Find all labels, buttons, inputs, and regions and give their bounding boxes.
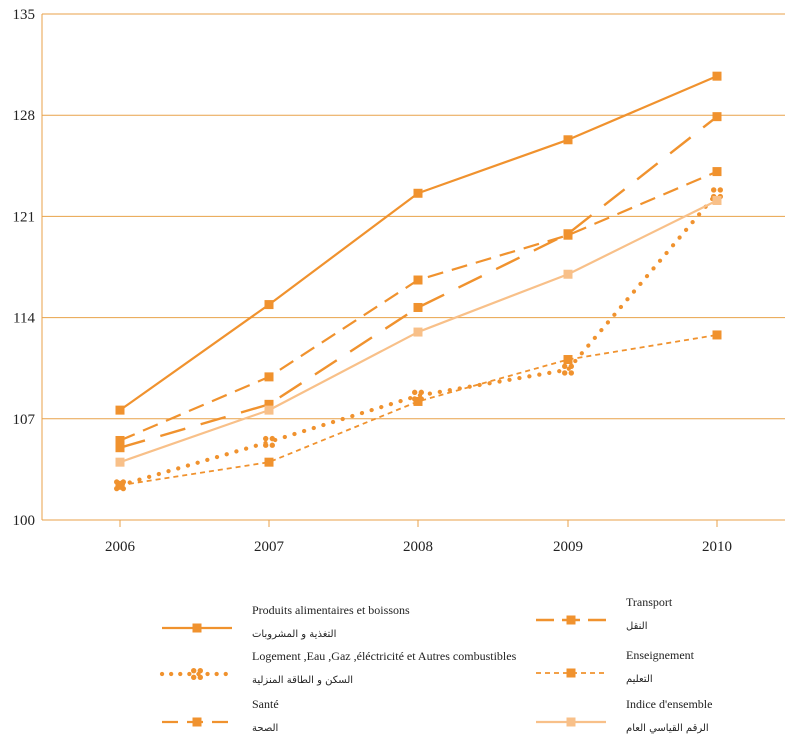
legend-label-arabic: النقل xyxy=(626,621,647,632)
data-point-2-1 xyxy=(263,435,275,448)
x-tick-label: 2008 xyxy=(403,539,433,555)
data-point-1-0 xyxy=(115,443,125,453)
x-tick-label: 2006 xyxy=(105,539,136,555)
legend-item-4: Santé الصحة xyxy=(162,697,279,734)
data-point-4-3 xyxy=(563,230,573,240)
data-point-1-4 xyxy=(712,112,722,122)
series-line-3 xyxy=(119,334,718,487)
data-point-legend-1 xyxy=(566,615,576,625)
data-point-3-3 xyxy=(563,355,573,365)
data-point-4-0 xyxy=(115,435,125,445)
legend-label: Produits alimentaires et boissons xyxy=(252,603,410,617)
data-point-1-1 xyxy=(264,399,274,409)
y-tick-label: 114 xyxy=(13,311,35,327)
data-point-legend-0 xyxy=(192,623,202,633)
data-point-3-2 xyxy=(413,396,423,406)
legend-label: Enseignement xyxy=(626,648,695,662)
data-point-5-3 xyxy=(563,269,573,279)
data-point-5-2 xyxy=(413,327,423,337)
data-point-0-2 xyxy=(413,188,423,198)
data-point-5-1 xyxy=(264,405,274,415)
series-line-0 xyxy=(119,75,718,412)
legend-label-arabic: الرقم القياسي العام xyxy=(626,723,709,734)
data-point-legend-5 xyxy=(566,717,576,727)
data-point-5-0 xyxy=(115,457,125,467)
series-lines xyxy=(114,71,723,492)
series-line-2 xyxy=(117,191,720,488)
y-axis-ticks: 100 107 114 121 128 135 xyxy=(13,7,36,529)
data-point-3-4 xyxy=(712,330,722,340)
legend-item-1: Transport النقل xyxy=(536,595,673,632)
legend-item-2: Logement ,Eau ,Gaz ,éléctricité et Autre… xyxy=(159,649,517,686)
data-point-3-1 xyxy=(264,457,274,467)
y-tick-label: 135 xyxy=(13,7,36,23)
legend-label-arabic: الصحة xyxy=(252,723,278,734)
legend: Produits alimentaires et boissons التغذية… xyxy=(159,595,712,734)
data-point-4-2 xyxy=(413,275,423,285)
x-tick-label: 2010 xyxy=(702,539,732,555)
grid-lines xyxy=(41,13,785,521)
data-point-4-1 xyxy=(264,372,274,382)
legend-label-arabic: السكن و الطاقة المنزلية xyxy=(252,675,353,686)
y-tick-label: 107 xyxy=(13,412,36,428)
series-line-1 xyxy=(119,115,718,449)
data-point-0-3 xyxy=(563,135,573,145)
data-point-legend-3 xyxy=(566,668,576,678)
legend-label-arabic: التغذية و المشروبات xyxy=(252,629,336,640)
data-point-0-0 xyxy=(115,405,125,415)
data-point-5-4 xyxy=(712,195,722,205)
x-tick-label: 2007 xyxy=(254,539,285,555)
data-point-1-2 xyxy=(413,302,423,312)
y-tick-label: 100 xyxy=(13,513,36,529)
data-point-4-4 xyxy=(712,167,722,177)
x-tick-label: 2009 xyxy=(553,539,583,555)
legend-label: Santé xyxy=(252,697,279,711)
data-point-legend-4 xyxy=(192,717,202,727)
x-axis: 2006 2007 2008 2009 2010 xyxy=(105,520,732,555)
data-point-0-4 xyxy=(712,71,722,81)
data-point-legend-2 xyxy=(191,668,203,680)
data-point-3-0 xyxy=(115,480,125,490)
y-tick-label: 121 xyxy=(13,209,36,225)
legend-item-3: Enseignement التعليم xyxy=(536,648,695,685)
legend-label: Logement ,Eau ,Gaz ,éléctricité et Autre… xyxy=(252,649,517,663)
legend-label: Transport xyxy=(626,595,673,609)
legend-label: Indice d'ensemble xyxy=(626,697,712,711)
legend-item-5: Indice d'ensemble الرقم القياسي العام xyxy=(536,697,712,734)
legend-label-arabic: التعليم xyxy=(626,674,653,685)
data-point-0-1 xyxy=(264,300,274,310)
y-tick-label: 128 xyxy=(13,108,36,124)
legend-item-0: Produits alimentaires et boissons التغذية… xyxy=(162,603,410,640)
data-point-2-3 xyxy=(562,363,574,376)
